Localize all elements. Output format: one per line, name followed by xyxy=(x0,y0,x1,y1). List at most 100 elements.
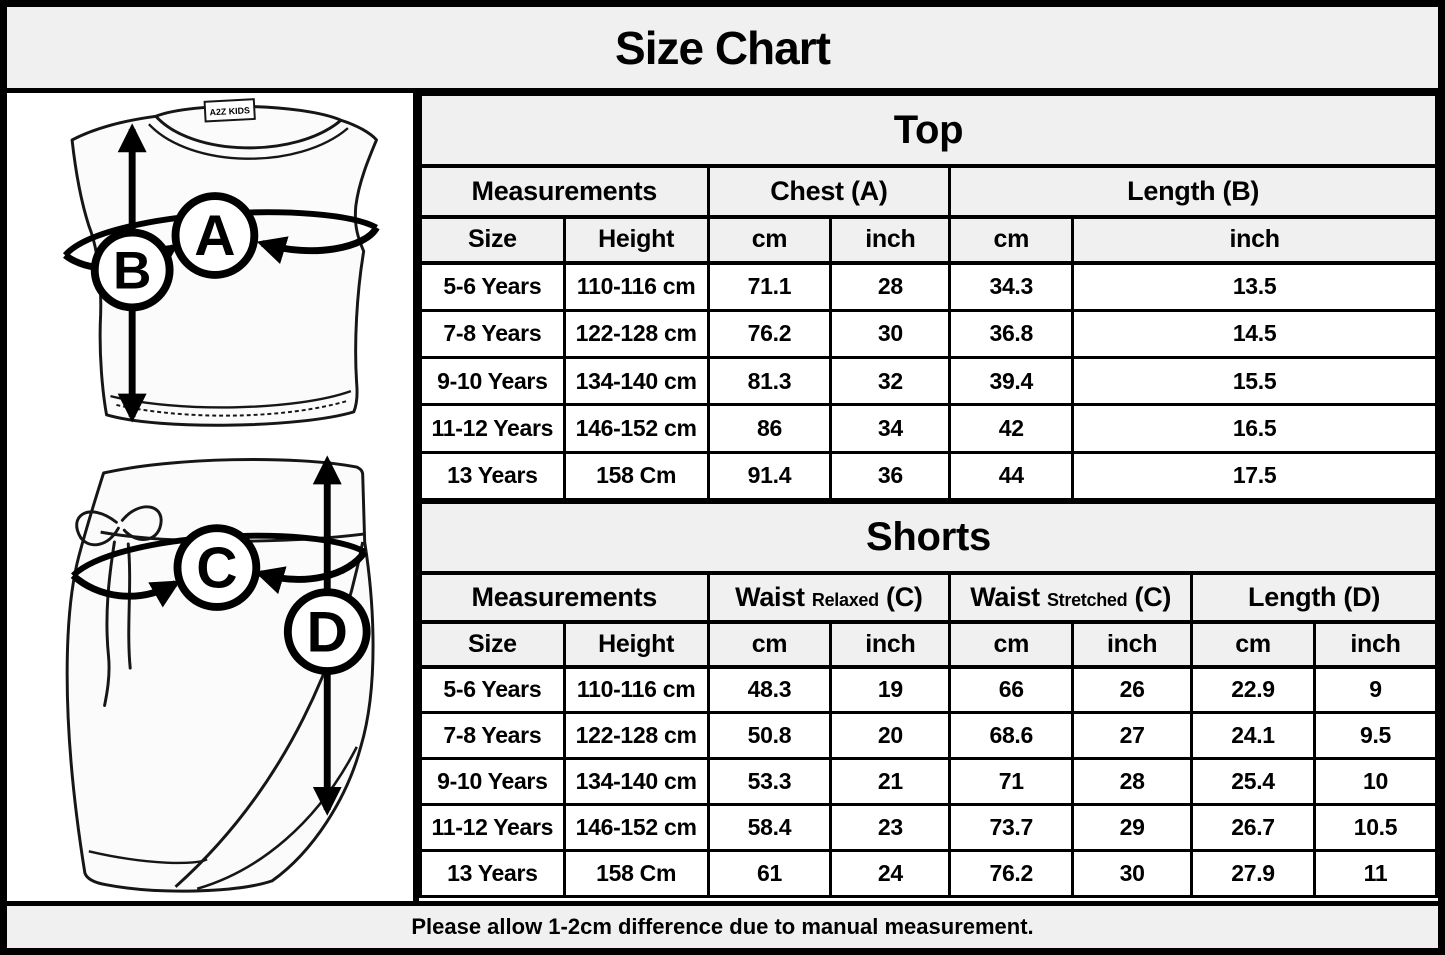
cell-length-inch: 9.5 xyxy=(1312,711,1438,760)
cell-height: 134-140 cm xyxy=(562,356,710,407)
top-section-row: Top xyxy=(419,93,1438,169)
length-marker-letter: B xyxy=(113,242,151,301)
col-header-size: Size xyxy=(419,620,566,669)
cell-height: 110-116 cm xyxy=(562,261,710,312)
cell-length-cm: 44 xyxy=(948,450,1075,502)
shorts-section-row: Shorts xyxy=(419,501,1438,575)
cell-waist-stretched-cm: 71 xyxy=(948,757,1075,806)
page-title: Size Chart xyxy=(615,21,831,74)
cell-length-cm: 39.4 xyxy=(948,356,1075,407)
top-chest-header: Chest (A) xyxy=(706,164,952,219)
cell-waist-relaxed-cm: 48.3 xyxy=(706,665,833,714)
cell-waist-stretched-inch: 30 xyxy=(1071,849,1194,898)
tables-panel: Top Measurements Chest (A) Length (B) Si… xyxy=(419,93,1438,901)
cell-waist-stretched-cm: 76.2 xyxy=(948,849,1075,898)
waist-stretched-qualifier: Stretched xyxy=(1046,589,1128,610)
cell-height: 146-152 cm xyxy=(562,803,710,852)
shorts-row-7-8-years: 7-8 Years 122-128 cm 50.8 20 68.6 27 24.… xyxy=(419,711,1438,760)
cell-size: 5-6 Years xyxy=(419,261,566,312)
cell-waist-stretched-inch: 27 xyxy=(1071,711,1194,760)
col-header-length-inch: inch xyxy=(1312,620,1438,669)
cell-height: 158 Cm xyxy=(562,849,710,898)
main-area: A2Z KIDS A B xyxy=(7,93,1438,901)
cell-size: 13 Years xyxy=(419,450,566,502)
top-group-header-row: Measurements Chest (A) Length (B) xyxy=(419,164,1438,219)
cell-length-inch: 13.5 xyxy=(1071,261,1438,312)
shorts-row-9-10-years: 9-10 Years 134-140 cm 53.3 21 71 28 25.4… xyxy=(419,757,1438,806)
cell-size: 13 Years xyxy=(419,849,566,898)
col-header-chest-cm: cm xyxy=(706,215,833,266)
top-sub-header-row: Size Height cm inch cm inch xyxy=(419,215,1438,266)
cell-length-cm: 27.9 xyxy=(1190,849,1316,898)
diagram-panel: A2Z KIDS A B xyxy=(7,93,419,901)
waist-relaxed-word: Waist xyxy=(735,581,805,612)
brand-tag: A2Z KIDS xyxy=(203,98,256,123)
cell-chest-inch: 36 xyxy=(829,450,952,502)
shorts-size-table: Shorts Measurements Waist Relaxed (C) Wa… xyxy=(419,501,1438,898)
shorts-garment-diagram: C D xyxy=(65,455,375,893)
shorts-length-marker-d: D xyxy=(283,588,371,675)
shorts-row-13-years: 13 Years 158 Cm 61 24 76.2 30 27.9 11 xyxy=(419,849,1438,898)
cell-waist-relaxed-cm: 61 xyxy=(706,849,833,898)
cell-waist-relaxed-inch: 20 xyxy=(829,711,952,760)
shorts-row-5-6-years: 5-6 Years 110-116 cm 48.3 19 66 26 22.9 … xyxy=(419,665,1438,714)
cell-length-cm: 42 xyxy=(948,403,1075,454)
footer-bar: Please allow 1-2cm difference due to man… xyxy=(7,901,1438,948)
cell-chest-cm: 86 xyxy=(706,403,833,454)
cell-size: 5-6 Years xyxy=(419,665,566,714)
cell-length-cm: 36.8 xyxy=(948,308,1075,360)
top-row-9-10-years: 9-10 Years 134-140 cm 81.3 32 39.4 15.5 xyxy=(419,356,1438,407)
shorts-waist-stretched-header: Waist Stretched (C) xyxy=(948,571,1194,624)
cell-length-inch: 16.5 xyxy=(1071,403,1438,454)
shorts-row-11-12-years: 11-12 Years 146-152 cm 58.4 23 73.7 29 2… xyxy=(419,803,1438,852)
cell-chest-cm: 81.3 xyxy=(706,356,833,407)
col-header-waist-relaxed-inch: inch xyxy=(829,620,952,669)
shorts-length-header: Length (D) xyxy=(1190,571,1438,624)
cell-chest-cm: 91.4 xyxy=(706,450,833,502)
top-row-5-6-years: 5-6 Years 110-116 cm 71.1 28 34.3 13.5 xyxy=(419,261,1438,312)
cell-length-inch: 11 xyxy=(1312,849,1438,898)
cell-height: 122-128 cm xyxy=(562,711,710,760)
cell-length-cm: 22.9 xyxy=(1190,665,1316,714)
cell-length-inch: 9 xyxy=(1312,665,1438,714)
shorts-group-header-row: Measurements Waist Relaxed (C) Waist Str… xyxy=(419,571,1438,624)
cell-chest-inch: 32 xyxy=(829,356,952,407)
waist-marker-letter: C xyxy=(196,536,237,600)
length-marker-b: B xyxy=(90,228,174,312)
title-bar: Size Chart xyxy=(7,7,1438,93)
top-row-7-8-years: 7-8 Years 122-128 cm 76.2 30 36.8 14.5 xyxy=(419,308,1438,360)
cell-chest-inch: 28 xyxy=(829,261,952,312)
cell-chest-cm: 76.2 xyxy=(706,308,833,360)
col-header-height: Height xyxy=(562,215,710,266)
cell-length-cm: 34.3 xyxy=(948,261,1075,312)
col-header-waist-relaxed-cm: cm xyxy=(706,620,833,669)
chest-marker-letter: A xyxy=(194,204,235,268)
col-header-length-cm: cm xyxy=(1190,620,1316,669)
col-header-waist-stretched-cm: cm xyxy=(948,620,1075,669)
waist-marker-c: C xyxy=(173,524,261,611)
cell-waist-stretched-cm: 73.7 xyxy=(948,803,1075,852)
cell-waist-stretched-inch: 26 xyxy=(1071,665,1194,714)
top-garment-diagram: A2Z KIDS A B xyxy=(62,98,380,427)
shorts-waist-relaxed-header: Waist Relaxed (C) xyxy=(706,571,952,624)
shorts-sub-header-row: Size Height cm inch cm inch cm inch xyxy=(419,620,1438,669)
cell-length-cm: 26.7 xyxy=(1190,803,1316,852)
cell-chest-inch: 30 xyxy=(829,308,952,360)
cell-size: 11-12 Years xyxy=(419,803,566,852)
cell-length-inch: 14.5 xyxy=(1071,308,1438,360)
waist-stretched-code: (C) xyxy=(1134,581,1172,612)
cell-length-inch: 15.5 xyxy=(1071,356,1438,407)
col-header-length-cm: cm xyxy=(948,215,1075,266)
col-header-height: Height xyxy=(562,620,710,669)
top-row-13-years: 13 Years 158 Cm 91.4 36 44 17.5 xyxy=(419,450,1438,502)
chest-marker-a: A xyxy=(171,192,259,279)
cell-height: 146-152 cm xyxy=(562,403,710,454)
top-row-11-12-years: 11-12 Years 146-152 cm 86 34 42 16.5 xyxy=(419,403,1438,454)
cell-size: 7-8 Years xyxy=(419,711,566,760)
col-header-waist-stretched-inch: inch xyxy=(1071,620,1194,669)
cell-waist-relaxed-inch: 24 xyxy=(829,849,952,898)
top-length-header: Length (B) xyxy=(948,164,1438,219)
cell-waist-stretched-inch: 29 xyxy=(1071,803,1194,852)
col-header-length-inch: inch xyxy=(1071,215,1438,266)
